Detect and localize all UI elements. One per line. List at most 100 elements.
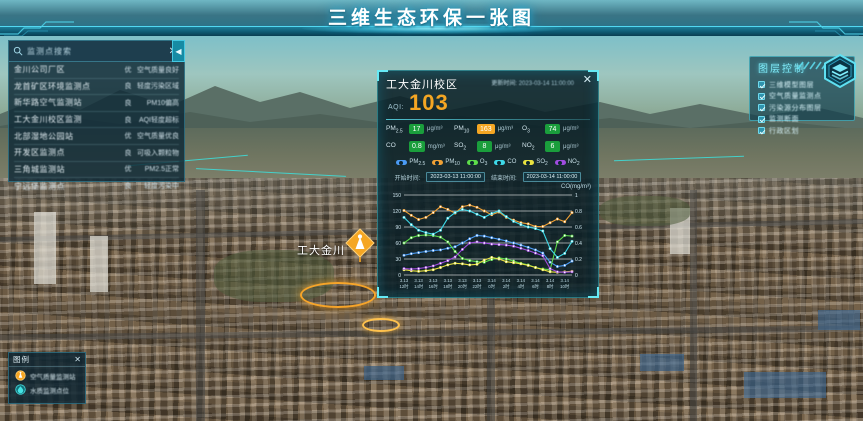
station-tag: 优 [124,133,132,141]
svg-text:16时: 16时 [429,283,439,289]
checkbox-checked-icon[interactable] [758,115,765,123]
svg-text:3.13: 3.13 [429,278,438,283]
station-name: 新华路空气监测站 [14,98,82,108]
legend-swatch [396,160,408,166]
svg-text:10时: 10时 [560,283,570,289]
list-item[interactable]: 三角城监测站 优 PM2.5正常 [14,162,179,179]
pollutant-item: SO2 8 μg/m³ [454,141,522,152]
svg-text:18时: 18时 [443,283,453,289]
checkbox-checked-icon[interactable] [758,92,765,100]
svg-text:3.13: 3.13 [458,278,467,283]
building-roof [744,372,826,398]
svg-text:20时: 20时 [458,283,468,289]
layer-label: 污染源分布图层 [769,104,822,112]
panel-collapse-button[interactable]: ◀ [172,40,185,62]
road [196,190,205,421]
layer-label: 三维模型图层 [769,81,814,89]
building-roof [818,310,860,330]
svg-text:3.14: 3.14 [517,278,526,283]
station-name: 金川公司厂区 [14,65,65,75]
start-date-input[interactable]: 2023-03-13 11:00:00 [426,172,485,183]
popup-close-icon[interactable]: ✕ [582,74,592,86]
station-name: 工大金川校区监测 [14,115,82,125]
list-item[interactable]: 金川公司厂区 优 空气质量良好 [14,62,179,79]
pollutant-item: PM10 163 μg/m³ [454,124,522,135]
svg-text:3.13: 3.13 [414,278,423,283]
legend-item[interactable]: NO2 [554,159,580,167]
layer-panel-title: 图层控制 [758,64,806,75]
layer-item[interactable]: 空气质量监测点 [758,91,854,103]
svg-text:3.13: 3.13 [400,278,409,283]
layer-item[interactable]: 污染源分布图层 [758,102,854,114]
page-title: 三维生态环保一张图 [327,8,535,29]
corner-decoration [588,287,599,298]
svg-text:30: 30 [395,257,401,263]
chart-secondary-axis-label: CO(mg/m³) [561,184,591,191]
station-tag: 良 [124,116,132,124]
station-status: 空气质量优良 [137,133,179,141]
popup-updated-time: 更新时间: 2023-03-14 11:00:00 [491,78,574,87]
park-area [600,196,690,226]
list-item[interactable]: 宁远堡监测点 良 轻度污染中 [14,178,179,195]
legend-item[interactable]: O3 [466,159,487,167]
svg-text:0.4: 0.4 [575,241,582,247]
updated-label: 更新时间: [491,81,518,87]
layer-item[interactable]: 三维模型图层 [758,79,854,91]
station-name: 龙首矿区环境监测点 [14,81,91,91]
list-item[interactable]: 龙首矿区环境监测点 良 轻度污染区域 [14,79,179,96]
search-bar[interactable]: 监测点搜索 ✕ [9,41,184,62]
aqi-row: AQI: 103 [378,91,598,116]
end-date-input[interactable]: 2023-03-14 11:00:00 [522,172,582,183]
station-name: 北部湿地公园站 [14,131,74,141]
svg-text:150: 150 [393,193,402,199]
station-name: 宁远堡监测点 [14,181,65,191]
legend-swatch [523,160,535,166]
map-legend-label: 空气质量监测站 [30,373,76,381]
corner-decoration [377,287,388,298]
pollutant-name: NO2 [522,142,535,152]
list-item[interactable]: 北部湿地公园站 优 空气质量优良 [14,128,179,145]
layer-item[interactable]: 行政区划 [758,125,854,137]
map-legend-header: 图例 ✕ [9,353,85,367]
svg-text:0: 0 [398,273,401,279]
corner-decoration [377,70,388,81]
popup-title: 工大金川校区 [386,79,458,91]
building-roof [34,212,56,284]
legend-item[interactable]: SO2 [523,159,548,167]
date-range-row: 开始时间: 2023-03-13 11:00:00 结束时间: 2023-03-… [378,169,598,184]
layer-item[interactable]: 监测断面 [758,114,854,126]
checkbox-checked-icon[interactable] [758,127,765,135]
pollutant-name: CO [386,142,396,149]
svg-text:6时: 6时 [532,283,539,289]
pollutant-item: PM2.5 17 μg/m³ [386,124,454,135]
search-input[interactable]: 监测点搜索 [27,46,72,56]
air-station-marker-icon[interactable] [345,228,375,284]
list-item[interactable]: 新华路空气监测站 良 PM10偏高 [14,95,179,112]
chart-legend: PM2.5 PM10 O3 CO SO2 NO2 [378,152,598,169]
map-marker[interactable]: 工大金川 [297,228,375,284]
pollutant-item: CO 0.8 mg/m³ [386,141,454,152]
station-tag: 良 [124,149,132,157]
legend-item[interactable]: PM10 [432,159,460,167]
svg-text:3.14: 3.14 [561,278,570,283]
pollutant-value: 0.8 [409,141,425,152]
building-roof [364,366,404,380]
legend-swatch [432,160,444,166]
divider [386,119,590,120]
svg-text:22时: 22时 [473,283,483,289]
legend-swatch [494,160,506,166]
list-item[interactable]: 开发区监测点 良 可吸入颗粒物 [14,145,179,162]
checkbox-checked-icon[interactable] [758,104,765,112]
map-legend-close-icon[interactable]: ✕ [74,355,81,364]
pollutant-unit: μg/m³ [497,126,514,133]
checkbox-checked-icon[interactable] [758,81,765,89]
building-roof [640,354,684,371]
svg-text:3.14: 3.14 [546,278,555,283]
list-item[interactable]: 工大金川校区监测 良 AQI轻度超标 [14,112,179,129]
legend-item[interactable]: PM2.5 [396,159,425,167]
layers-hex-icon[interactable] [823,54,857,88]
end-date-label: 结束时间: [491,175,517,182]
pollutant-grid: PM2.5 17 μg/m³ PM10 163 μg/m³ O3 74 μg/m… [378,120,598,152]
map-legend-label: 水质监测点位 [30,387,69,395]
legend-item[interactable]: CO [494,159,516,167]
